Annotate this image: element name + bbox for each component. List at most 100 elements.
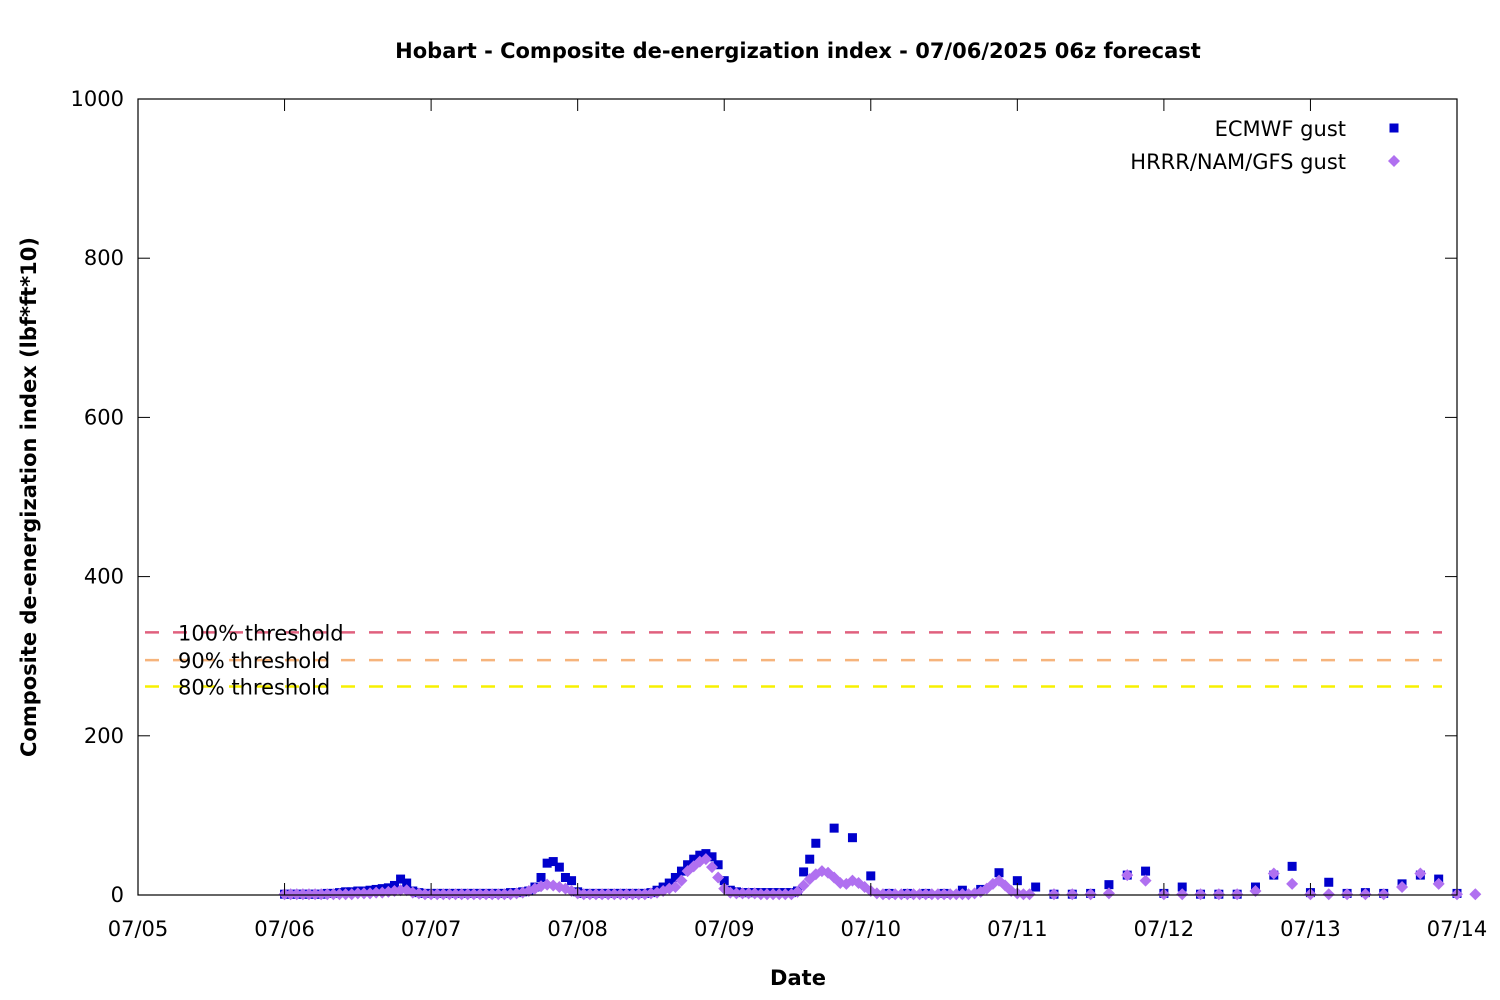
data-point bbox=[449, 888, 462, 901]
data-point bbox=[742, 887, 755, 900]
data-point bbox=[1414, 867, 1427, 880]
axis-ticks: 0 200 400 600 800 1000 07/05 07/06 07/07 07/08 07/… bbox=[71, 87, 1488, 941]
data-point bbox=[1432, 877, 1445, 890]
data-point bbox=[492, 888, 505, 901]
data-point bbox=[950, 888, 963, 901]
data-point bbox=[1031, 882, 1041, 892]
data-point bbox=[290, 888, 303, 901]
x-axis-label: Date bbox=[770, 966, 826, 990]
y-tick-label: 0 bbox=[111, 883, 124, 907]
data-point bbox=[443, 888, 456, 901]
data-point bbox=[773, 888, 786, 901]
plot-frame bbox=[137, 98, 1458, 896]
data-point bbox=[1212, 888, 1225, 901]
data-point bbox=[676, 866, 686, 876]
data-point bbox=[620, 888, 633, 901]
data-point bbox=[919, 888, 932, 901]
data-point bbox=[1286, 877, 1299, 890]
x-tick-label: 07/10 bbox=[841, 917, 902, 941]
data-point bbox=[707, 852, 717, 862]
data-point bbox=[713, 860, 723, 870]
data-point bbox=[754, 888, 767, 901]
y-tick-label: 200 bbox=[84, 724, 124, 748]
data-point bbox=[589, 888, 602, 901]
threshold-label: 100% threshold bbox=[178, 621, 344, 645]
data-point bbox=[1341, 888, 1354, 901]
data-point bbox=[1469, 888, 1482, 901]
data-point bbox=[1047, 888, 1060, 901]
data-point bbox=[548, 857, 558, 867]
data-point bbox=[889, 888, 902, 901]
data-point bbox=[473, 888, 486, 901]
series-hrrr-nam-gfs-gust bbox=[278, 853, 1482, 901]
y-axis-label: Composite de-energization index (lbf*ft*… bbox=[17, 237, 41, 757]
data-point bbox=[321, 888, 334, 901]
data-point bbox=[829, 823, 839, 833]
data-point bbox=[1287, 861, 1297, 871]
x-tick-label: 07/09 bbox=[694, 917, 755, 941]
data-point bbox=[706, 861, 719, 874]
data-point bbox=[357, 887, 370, 900]
data-point bbox=[467, 888, 480, 901]
y-tick-label: 800 bbox=[84, 246, 124, 270]
data-point bbox=[339, 888, 352, 901]
data-point bbox=[1267, 867, 1280, 880]
data-point bbox=[596, 888, 609, 901]
data-point bbox=[956, 888, 969, 901]
data-point bbox=[1359, 888, 1372, 901]
data-point bbox=[994, 868, 1004, 878]
x-tick-label: 07/06 bbox=[254, 917, 315, 941]
data-point bbox=[327, 888, 340, 901]
x-tick-label: 07/14 bbox=[1427, 917, 1488, 941]
data-point bbox=[461, 888, 474, 901]
data-point bbox=[712, 871, 725, 884]
data-point bbox=[883, 888, 896, 901]
legend-entry-label: ECMWF gust bbox=[1215, 117, 1346, 141]
data-point bbox=[402, 878, 412, 888]
x-tick-label: 07/08 bbox=[547, 917, 608, 941]
legend: ECMWF gust HRRR/NAM/GFS gust bbox=[1130, 117, 1400, 174]
data-point bbox=[670, 872, 680, 882]
x-tick-label: 07/13 bbox=[1280, 917, 1341, 941]
data-point bbox=[333, 888, 346, 901]
data-point bbox=[370, 886, 383, 899]
data-point bbox=[695, 850, 705, 860]
data-point bbox=[1104, 880, 1114, 890]
data-point bbox=[925, 888, 938, 901]
data-point bbox=[1012, 876, 1022, 886]
data-point bbox=[779, 888, 792, 901]
data-point bbox=[1396, 881, 1409, 894]
data-point bbox=[811, 838, 821, 848]
data-point bbox=[608, 888, 621, 901]
data-point bbox=[805, 854, 815, 864]
data-point bbox=[431, 888, 444, 901]
legend-marker bbox=[1388, 155, 1400, 167]
data-point bbox=[719, 876, 729, 886]
data-point bbox=[699, 853, 712, 866]
data-point bbox=[1322, 888, 1335, 901]
data-point bbox=[577, 888, 590, 901]
data-point bbox=[480, 888, 493, 901]
data-point bbox=[907, 888, 920, 901]
data-point bbox=[602, 888, 615, 901]
data-point bbox=[1249, 885, 1262, 898]
data-point bbox=[1141, 866, 1151, 876]
data-point bbox=[797, 879, 810, 892]
data-point bbox=[944, 888, 957, 901]
data-point bbox=[351, 887, 364, 900]
x-tick-label: 07/11 bbox=[987, 917, 1048, 941]
data-point bbox=[736, 887, 749, 900]
data-point bbox=[675, 874, 688, 887]
data-point bbox=[689, 854, 699, 864]
data-point bbox=[1176, 888, 1189, 901]
x-tick-label: 07/05 bbox=[108, 917, 169, 941]
data-point bbox=[669, 881, 682, 894]
data-point bbox=[847, 833, 857, 843]
data-point bbox=[931, 888, 944, 901]
data-point bbox=[302, 888, 315, 901]
y-tick-label: 400 bbox=[84, 565, 124, 589]
data-point bbox=[437, 888, 450, 901]
data-point bbox=[683, 860, 693, 870]
